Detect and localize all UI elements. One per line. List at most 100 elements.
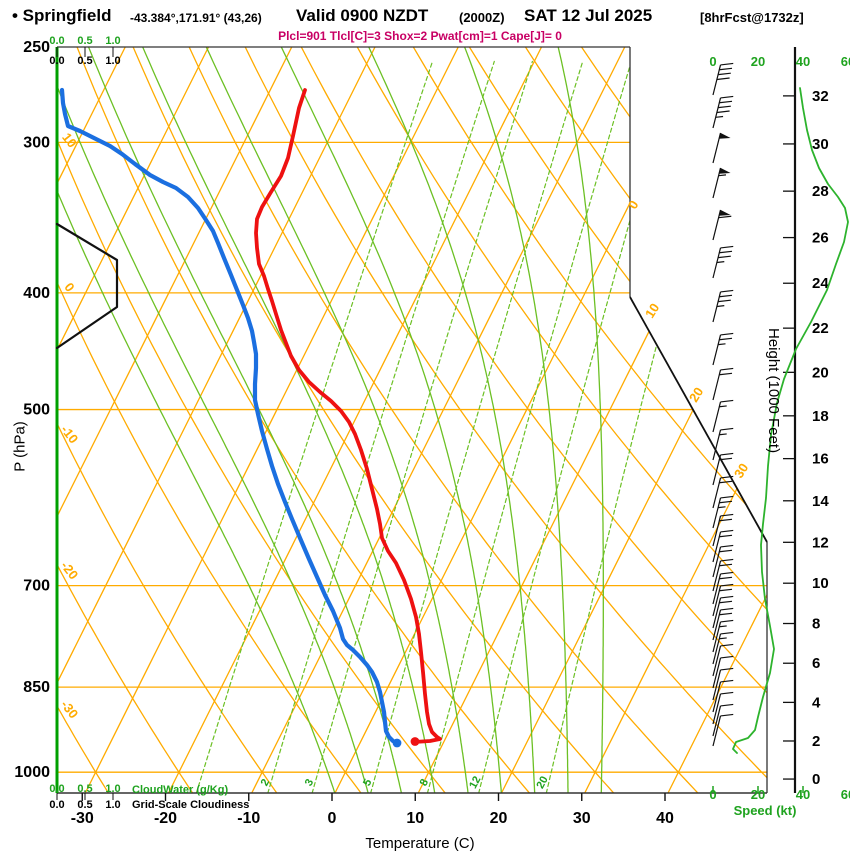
temperature-axis-title: Temperature (C) — [365, 835, 475, 852]
svg-text:1.0: 1.0 — [105, 55, 120, 67]
svg-text:400: 400 — [23, 285, 50, 302]
valid-date: SAT 12 Jul 2025 — [524, 6, 653, 25]
svg-text:5: 5 — [361, 777, 374, 788]
wind-barb — [712, 558, 734, 592]
forecast-tag: [8hrFcst@1732z] — [700, 10, 804, 25]
pressure-axis-title: P (hPa) — [11, 421, 29, 472]
cloudwater-scale-title: CloudWater (g/Kg) — [132, 784, 229, 796]
svg-text:0: 0 — [328, 810, 337, 827]
wind-barb — [712, 132, 731, 164]
wind-barb — [712, 289, 734, 323]
svg-text:2: 2 — [259, 777, 272, 788]
svg-text:-20: -20 — [58, 558, 81, 582]
svg-text:8: 8 — [418, 777, 431, 788]
wind-barb — [712, 167, 731, 199]
svg-text:40: 40 — [796, 54, 810, 69]
svg-text:24: 24 — [812, 275, 829, 292]
mixing-ratio-labels: 2 3 5 8 12 20 — [259, 774, 551, 790]
svg-text:6: 6 — [812, 655, 820, 672]
svg-text:500: 500 — [23, 402, 50, 419]
station-name: • Springfield — [12, 6, 112, 25]
wind-barb — [712, 667, 734, 701]
wind-barb — [712, 595, 734, 629]
svg-text:40: 40 — [656, 810, 674, 827]
wind-barb — [712, 583, 734, 617]
svg-text:0: 0 — [812, 771, 820, 788]
height-axis-title: Height (1000 Feet) — [765, 328, 782, 454]
svg-text:-10: -10 — [237, 810, 260, 827]
wind-barb — [712, 691, 734, 725]
wind-barb — [712, 62, 734, 96]
svg-text:1.0: 1.0 — [105, 799, 120, 811]
wind-barb — [712, 399, 734, 433]
wind-barb — [712, 427, 734, 461]
sounding-parameters: Plcl=901 Tlcl[C]=3 Shox=2 Pwat[cm]=1 Cap… — [278, 29, 562, 43]
svg-text:-30: -30 — [71, 810, 94, 827]
wind-barb — [712, 643, 734, 677]
svg-text:10: 10 — [406, 810, 424, 827]
wind-barbs — [712, 62, 734, 747]
svg-text:0: 0 — [709, 787, 716, 802]
speed-curve — [732, 87, 849, 754]
svg-text:12: 12 — [812, 534, 829, 551]
wind-barb — [712, 703, 734, 737]
wind-barb — [712, 713, 734, 747]
wind-barb — [712, 332, 734, 366]
svg-text:700: 700 — [23, 578, 50, 595]
svg-text:26: 26 — [812, 230, 829, 247]
speed-axis: 00202040406060 — [709, 54, 850, 802]
svg-text:2: 2 — [812, 733, 820, 750]
svg-text:10: 10 — [642, 301, 662, 321]
svg-text:20: 20 — [751, 787, 765, 802]
wind-barb — [712, 571, 734, 605]
svg-text:30: 30 — [573, 810, 591, 827]
svg-text:20: 20 — [812, 364, 829, 381]
svg-text:18: 18 — [812, 408, 829, 425]
plot-border — [55, 46, 768, 794]
svg-text:1.0: 1.0 — [105, 35, 120, 47]
svg-text:22: 22 — [812, 320, 829, 337]
wind-barb — [712, 655, 734, 689]
svg-text:1.0: 1.0 — [105, 783, 120, 795]
pressure-axis: 250 300 400 500 700 850 1000 — [14, 39, 50, 781]
valid-time: Valid 0900 NZDT — [296, 6, 429, 25]
svg-text:20: 20 — [751, 54, 765, 69]
svg-text:30: 30 — [812, 136, 829, 153]
svg-text:1000: 1000 — [14, 764, 50, 781]
speed-axis-title: Speed (kt) — [733, 803, 797, 818]
svg-text:250: 250 — [23, 39, 50, 56]
temperature-curve — [254, 88, 442, 746]
valid-time-utc: (2000Z) — [459, 10, 505, 25]
wind-barb — [712, 367, 734, 401]
svg-text:0.0: 0.0 — [49, 783, 64, 795]
cloudiness-scale-title: Grid-Scale Cloudiness — [132, 799, 250, 811]
dewpoint-curve — [59, 87, 402, 748]
svg-text:0.5: 0.5 — [77, 35, 92, 47]
svg-text:4: 4 — [812, 694, 821, 711]
svg-text:40: 40 — [796, 787, 810, 802]
svg-text:20: 20 — [490, 810, 508, 827]
svg-text:3: 3 — [303, 777, 316, 788]
station-coords: -43.384°,171.91° (43,26) — [130, 11, 262, 25]
wind-barb — [712, 513, 734, 547]
svg-text:14: 14 — [812, 493, 829, 510]
svg-text:10: 10 — [812, 575, 829, 592]
svg-text:60: 60 — [841, 54, 850, 69]
svg-text:-20: -20 — [154, 810, 177, 827]
svg-text:0.0: 0.0 — [49, 799, 64, 811]
svg-text:32: 32 — [812, 88, 829, 105]
wind-barb — [712, 475, 734, 509]
svg-text:30: 30 — [731, 461, 751, 481]
svg-text:0.0: 0.0 — [49, 35, 64, 47]
cloudiness-profile — [55, 222, 119, 350]
svg-text:0.5: 0.5 — [77, 55, 92, 67]
svg-text:28: 28 — [812, 183, 829, 200]
wind-barb — [712, 452, 734, 486]
svg-text:-30: -30 — [58, 697, 81, 721]
wind-barb — [712, 495, 734, 529]
svg-text:-10: -10 — [58, 422, 81, 446]
